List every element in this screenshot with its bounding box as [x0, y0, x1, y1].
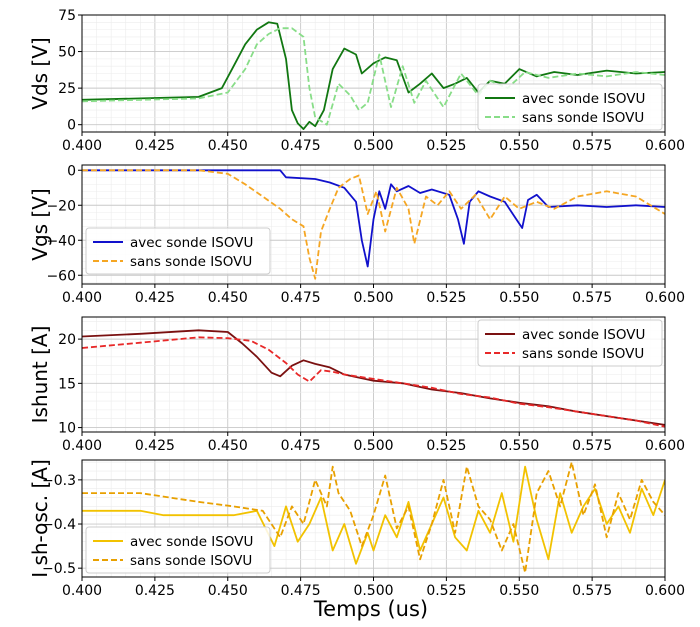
y-tick-label: 10 — [58, 421, 76, 437]
grid — [81, 165, 666, 284]
series-line-1 — [82, 169, 665, 268]
legend-box — [85, 526, 271, 574]
legend-label: avec sonde ISOVU — [522, 327, 645, 343]
y-axis-title: I sh-osc. [A] — [28, 459, 52, 578]
x-tick-label: 0.575 — [572, 290, 612, 306]
legend-label: avec sonde ISOVU — [522, 91, 645, 107]
legend-label: avec sonde ISOVU — [130, 235, 253, 251]
x-tick-label: 0.550 — [499, 438, 539, 454]
panel-1: 0 25 50 75 0.400 0.425 0.450 0.475 0.500 0.525 0.5… — [28, 8, 685, 154]
y-axis-title: Vgs [V] — [28, 188, 52, 260]
x-tick-label: 0.450 — [208, 583, 248, 599]
series-group — [82, 329, 665, 428]
x-tick-label: 0.500 — [353, 138, 393, 154]
y-tick-label: −60 — [46, 268, 76, 284]
x-tick-label: 0.425 — [135, 290, 175, 306]
x-tick-label: 0.575 — [572, 438, 612, 454]
legend-box — [477, 319, 663, 367]
legend-label: avec sonde ISOVU — [130, 534, 253, 550]
series-line-2 — [82, 169, 665, 280]
legend-label: sans sonde ISOVU — [522, 110, 644, 126]
panels: 0 25 50 75 0.400 0.425 0.450 0.475 0.500 0.525 0.5… — [28, 8, 685, 599]
legend: avec sonde ISOVU sans sonde ISOVU — [477, 83, 663, 131]
y-tick-label: 75 — [58, 8, 76, 24]
x-tick-label: 0.475 — [281, 438, 321, 454]
legend-label: sans sonde ISOVU — [130, 254, 252, 270]
y-axis-title: Vds [V] — [28, 37, 52, 109]
x-tick-label: 0.400 — [62, 290, 102, 306]
x-tick-label: 0.600 — [645, 290, 685, 306]
series-line-2 — [82, 27, 665, 126]
y-tick-label: −40 — [46, 233, 76, 249]
x-tick-label: 0.575 — [572, 138, 612, 154]
series-group — [82, 461, 665, 574]
series-line-1 — [82, 329, 665, 426]
x-tick-label: 0.450 — [208, 138, 248, 154]
x-tick-label: 0.600 — [645, 438, 685, 454]
y-tick-label: −0.3 — [42, 473, 76, 489]
legend: avec sonde ISOVU sans sonde ISOVU — [477, 319, 663, 367]
y-tick-label: −0.4 — [42, 517, 76, 533]
y-tick-label: 20 — [58, 332, 76, 348]
legend-label: sans sonde ISOVU — [522, 346, 644, 362]
legend-box — [477, 83, 663, 131]
x-tick-label: 0.500 — [353, 290, 393, 306]
x-tick-label: 0.525 — [426, 290, 466, 306]
legend: avec sonde ISOVU sans sonde ISOVU — [85, 526, 271, 574]
panel-2: 0 −20 −40 −60 0.400 0.425 0.450 0.475 0.500 0.525… — [28, 163, 685, 306]
series-line-2 — [82, 336, 665, 428]
legend-label: sans sonde ISOVU — [130, 553, 252, 569]
x-tick-label: 0.500 — [353, 438, 393, 454]
y-tick-label: 0 — [67, 118, 76, 134]
x-tick-label: 0.525 — [426, 438, 466, 454]
series-line-2 — [82, 461, 665, 574]
x-tick-label: 0.450 — [208, 438, 248, 454]
x-tick-label: 0.475 — [281, 583, 321, 599]
x-tick-label: 0.475 — [281, 290, 321, 306]
x-tick-label: 0.425 — [135, 138, 175, 154]
y-axis-title: Ishunt [A] — [28, 326, 52, 424]
legend: avec sonde ISOVU sans sonde ISOVU — [85, 227, 271, 275]
x-tick-label: 0.400 — [62, 583, 102, 599]
x-tick-label: 0.575 — [572, 583, 612, 599]
panel-4: −0.3 −0.4 −0.5 0.400 0.425 0.450 0.475 0.500 0.5… — [28, 459, 685, 599]
y-tick-label: 0 — [67, 163, 76, 179]
x-tick-label: 0.425 — [135, 583, 175, 599]
x-tick-label: 0.400 — [62, 438, 102, 454]
x-tick-label: 0.450 — [208, 290, 248, 306]
x-tick-label: 0.600 — [645, 583, 685, 599]
x-tick-label: 0.425 — [135, 438, 175, 454]
x-tick-label: 0.525 — [426, 583, 466, 599]
y-tick-label: −0.5 — [42, 561, 76, 577]
y-tick-label: 15 — [58, 376, 76, 392]
x-tick-label: 0.500 — [353, 583, 393, 599]
legend-box — [85, 227, 271, 275]
series-line-1 — [82, 21, 665, 130]
x-tick-label: 0.550 — [499, 583, 539, 599]
panel-3: 10 15 20 0.400 0.425 0.450 0.475 0.500 0.525 0.55… — [28, 316, 685, 454]
y-tick-label: 50 — [58, 45, 76, 61]
x-tick-label: 0.600 — [645, 138, 685, 154]
y-tick-label: −20 — [46, 198, 76, 214]
x-axis-title: Temps (us) — [313, 597, 428, 621]
x-tick-label: 0.550 — [499, 290, 539, 306]
series-group — [82, 21, 665, 130]
series-group — [82, 169, 665, 280]
y-tick-label: 25 — [58, 81, 76, 97]
x-tick-label: 0.400 — [62, 138, 102, 154]
x-tick-label: 0.475 — [281, 138, 321, 154]
x-tick-label: 0.550 — [499, 138, 539, 154]
x-tick-label: 0.525 — [426, 138, 466, 154]
